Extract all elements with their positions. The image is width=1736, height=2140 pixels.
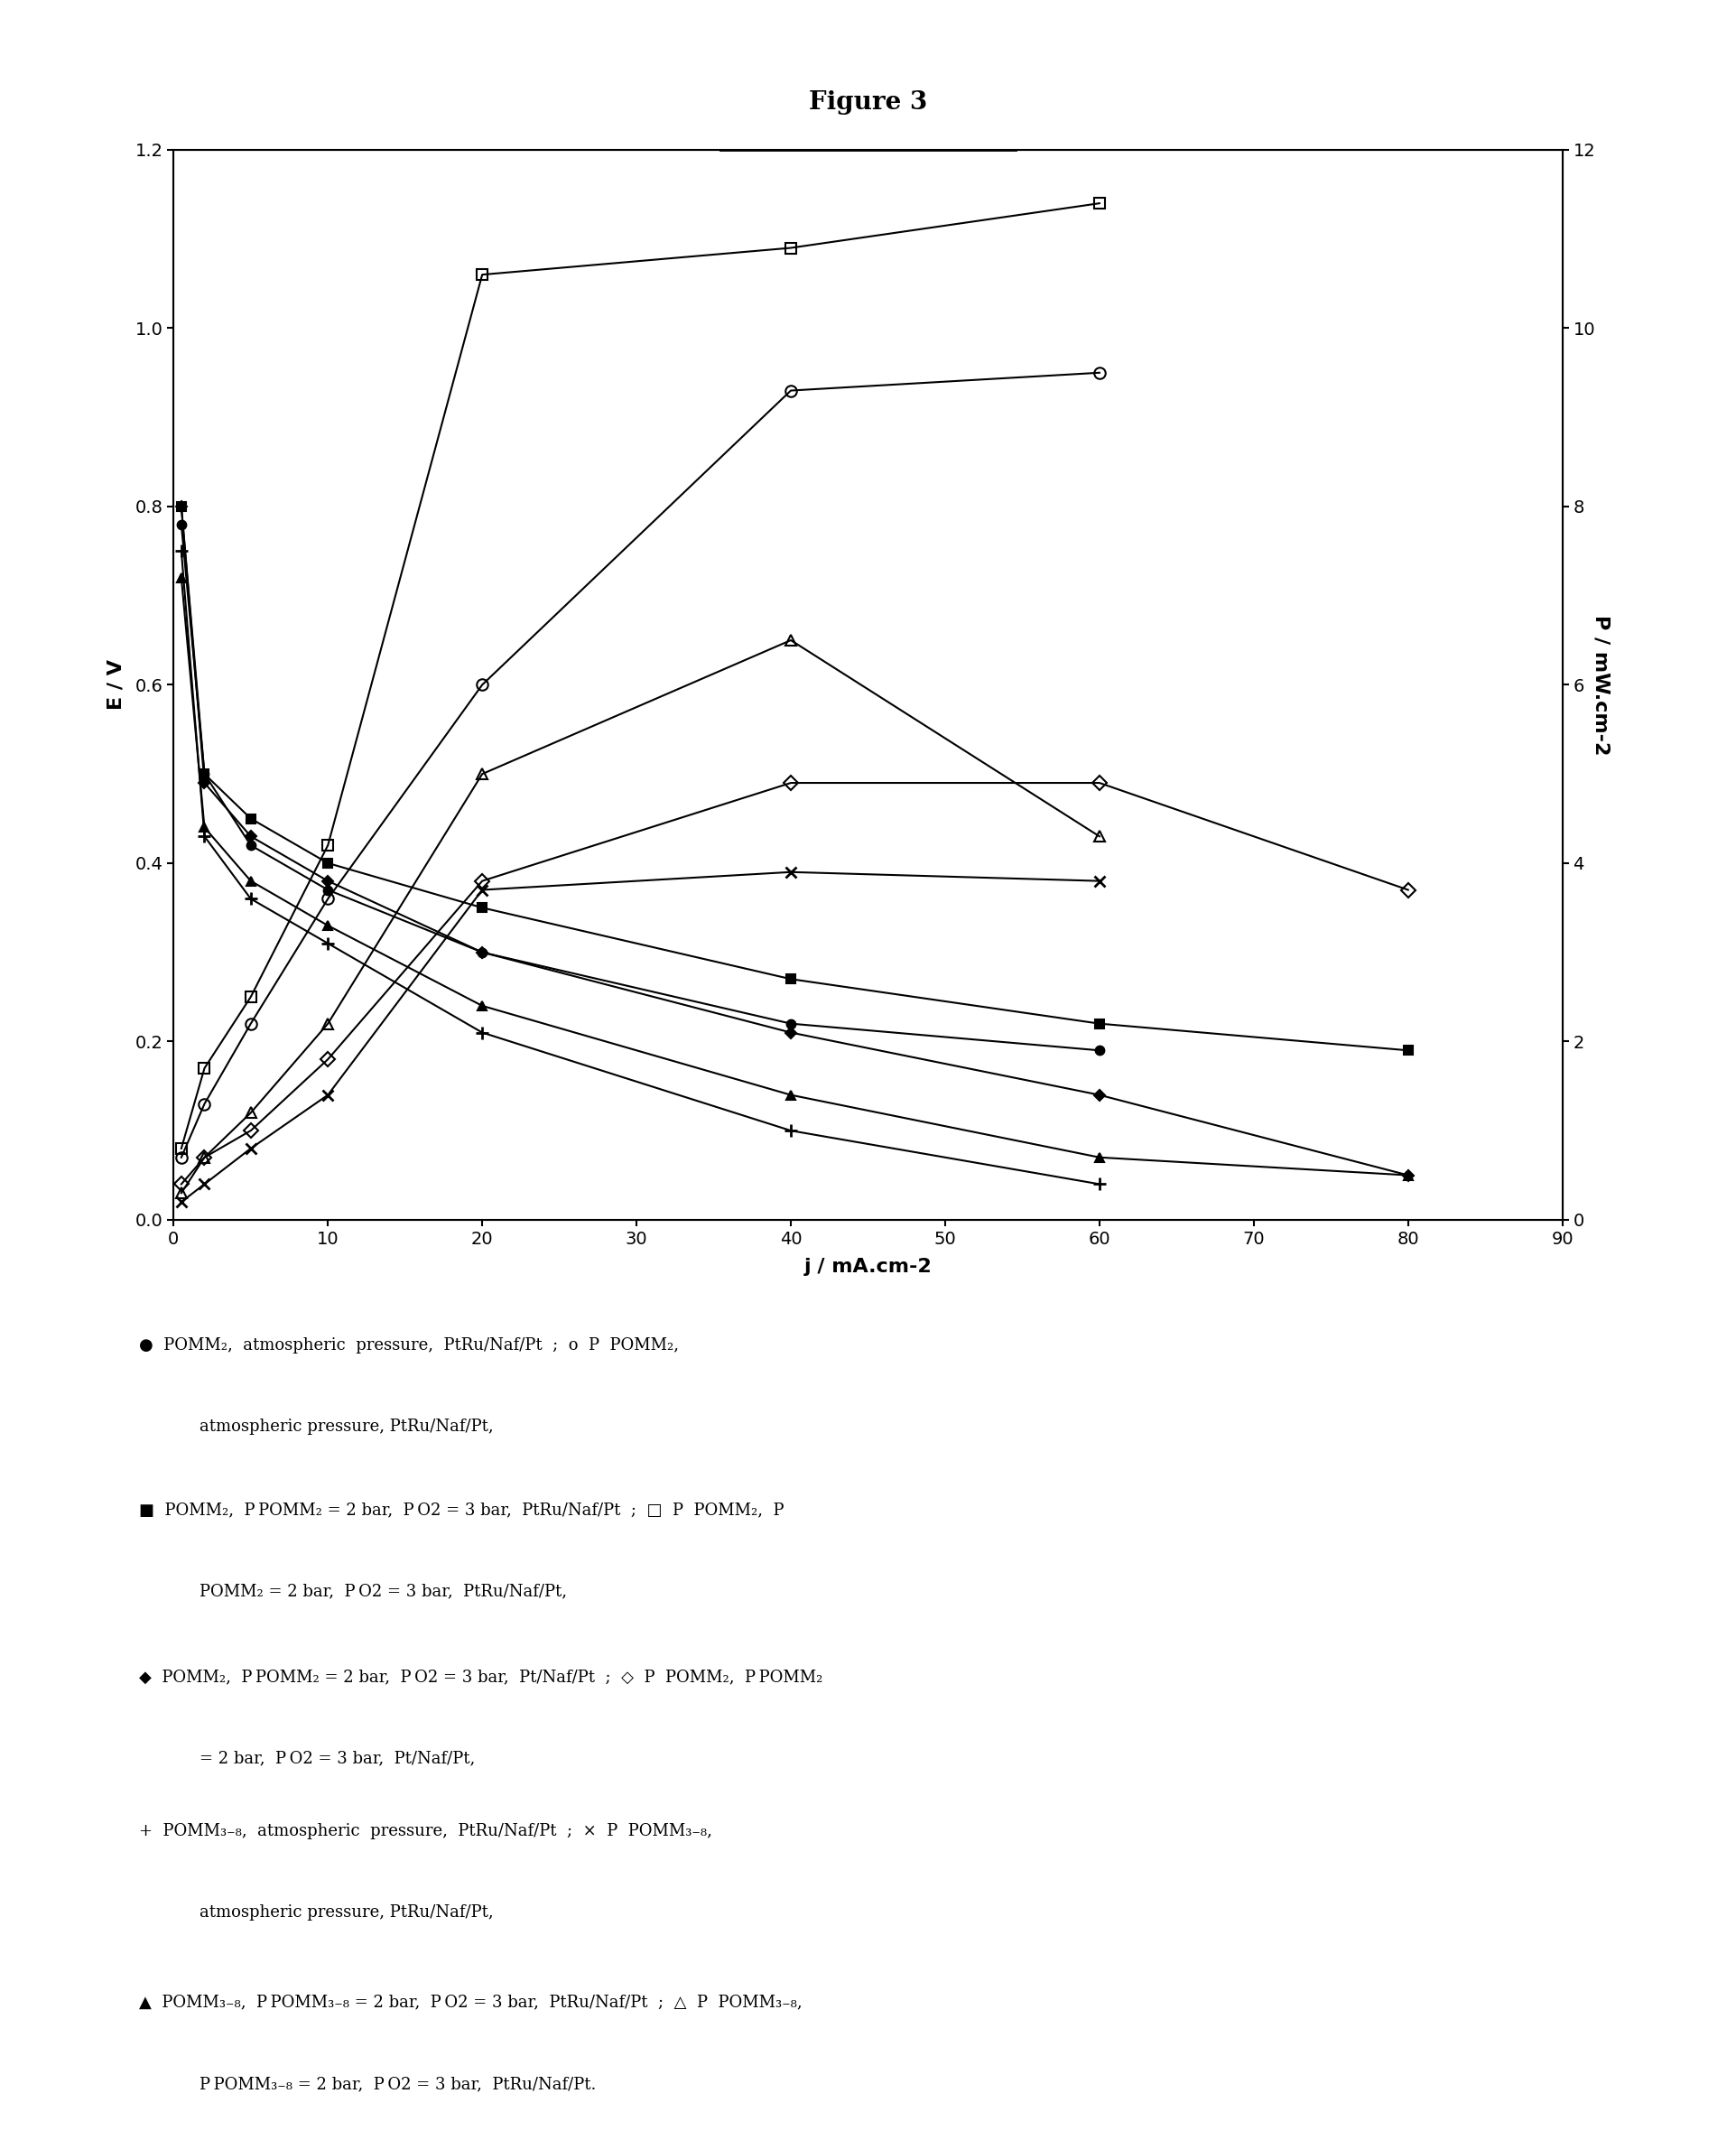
Text: POMM₂ = 2 bar,  P O2 = 3 bar,  PtRu/Naf/Pt,: POMM₂ = 2 bar, P O2 = 3 bar, PtRu/Naf/Pt…	[200, 1584, 568, 1601]
Text: atmospheric pressure, PtRu/Naf/Pt,: atmospheric pressure, PtRu/Naf/Pt,	[200, 1419, 493, 1436]
Text: P POMM₃₋₈ = 2 bar,  P O2 = 3 bar,  PtRu/Naf/Pt.: P POMM₃₋₈ = 2 bar, P O2 = 3 bar, PtRu/Na…	[200, 2076, 595, 2093]
Y-axis label: E / V: E / V	[108, 659, 125, 710]
Y-axis label: P / mW.cm-2: P / mW.cm-2	[1592, 614, 1611, 755]
Text: ■  POMM₂,  P POMM₂ = 2 bar,  P O2 = 3 bar,  PtRu/Naf/Pt  ;  □  P  POMM₂,  P: ■ POMM₂, P POMM₂ = 2 bar, P O2 = 3 bar, …	[139, 1502, 785, 1519]
Text: ▲  POMM₃₋₈,  P POMM₃₋₈ = 2 bar,  P O2 = 3 bar,  PtRu/Naf/Pt  ;  △  P  POMM₃₋₈,: ▲ POMM₃₋₈, P POMM₃₋₈ = 2 bar, P O2 = 3 b…	[139, 1994, 802, 2012]
Text: +  POMM₃₋₈,  atmospheric  pressure,  PtRu/Naf/Pt  ;  ×  P  POMM₃₋₈,: + POMM₃₋₈, atmospheric pressure, PtRu/Na…	[139, 1823, 712, 1840]
X-axis label: j / mA.cm-2: j / mA.cm-2	[804, 1258, 932, 1275]
Text: atmospheric pressure, PtRu/Naf/Pt,: atmospheric pressure, PtRu/Naf/Pt,	[200, 1905, 493, 1922]
Text: = 2 bar,  P O2 = 3 bar,  Pt/Naf/Pt,: = 2 bar, P O2 = 3 bar, Pt/Naf/Pt,	[200, 1751, 476, 1768]
Text: ●  POMM₂,  atmospheric  pressure,  PtRu/Naf/Pt  ;  o  P  POMM₂,: ● POMM₂, atmospheric pressure, PtRu/Naf/…	[139, 1338, 679, 1355]
Text: Figure 3: Figure 3	[809, 90, 927, 113]
Text: ◆  POMM₂,  P POMM₂ = 2 bar,  P O2 = 3 bar,  Pt/Naf/Pt  ;  ◇  P  POMM₂,  P POMM₂: ◆ POMM₂, P POMM₂ = 2 bar, P O2 = 3 bar, …	[139, 1669, 823, 1686]
